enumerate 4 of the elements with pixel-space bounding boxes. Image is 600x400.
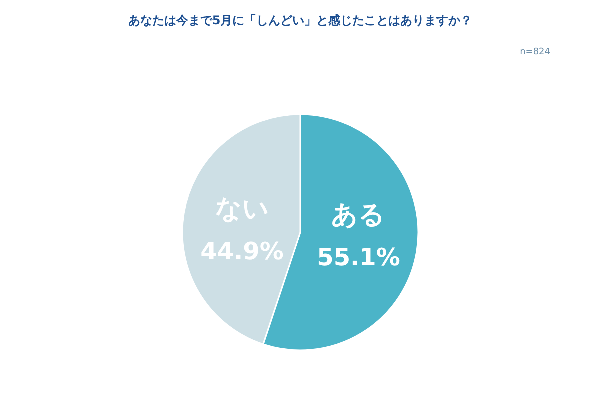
data-label: 55.1% <box>317 243 400 272</box>
chart-title: あなたは今まで5月に「しんどい」と感じたことはありますか？ <box>128 14 473 28</box>
text: n=824 <box>520 48 551 58</box>
slice-label: ある <box>332 200 386 230</box>
